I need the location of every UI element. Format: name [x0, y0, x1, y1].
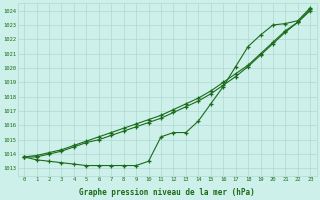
X-axis label: Graphe pression niveau de la mer (hPa): Graphe pression niveau de la mer (hPa) — [79, 188, 255, 197]
